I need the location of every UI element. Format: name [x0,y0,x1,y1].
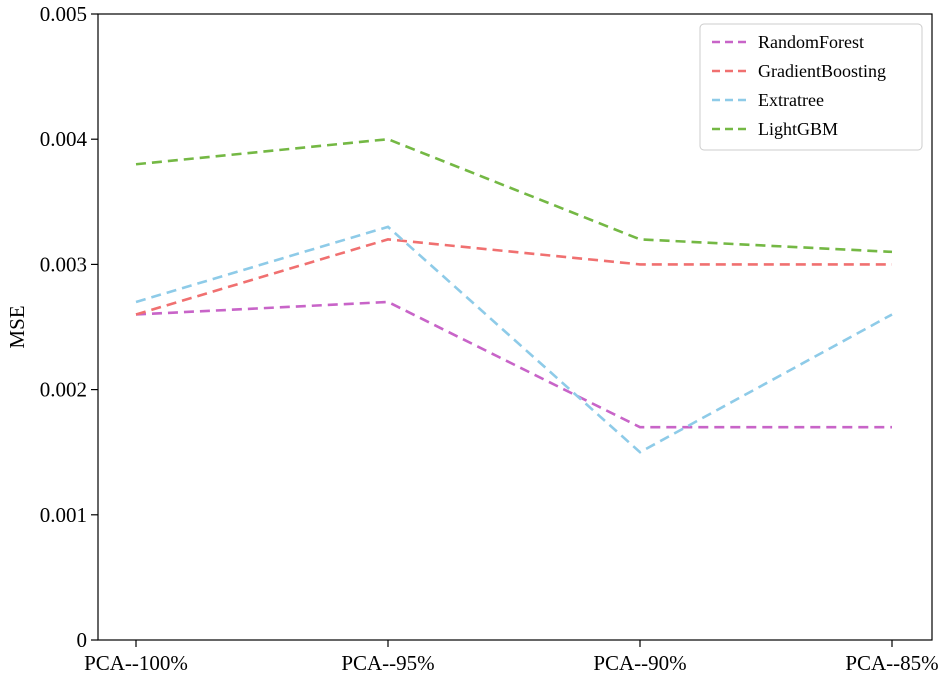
y-tick-label: 0.002 [40,378,87,402]
legend-label: GradientBoosting [758,61,886,81]
series-lines [136,139,892,452]
series-line-randomforest [136,302,892,427]
x-tick-label: PCA--90% [593,651,686,675]
y-tick-label: 0.005 [40,2,87,26]
legend: RandomForest GradientBoosting Extratree Lig… [700,24,922,150]
series-line-lightgbm [136,139,892,252]
x-tick-label: PCA--100% [84,651,188,675]
y-tick-label: 0.001 [40,503,87,527]
legend-label: Extratree [758,90,824,110]
legend-label: LightGBM [758,119,838,139]
series-line-gradientboosting [136,239,892,314]
y-tick-label: 0.003 [40,252,87,276]
x-tick-label: PCA--95% [341,651,434,675]
series-line-extratree [136,227,892,452]
y-tick-label: 0.004 [40,127,88,151]
y-axis-label: MSE [5,305,29,348]
x-tick-label: PCA--85% [845,651,938,675]
legend-label: RandomForest [758,32,864,52]
y-tick-label: 0 [77,628,88,652]
